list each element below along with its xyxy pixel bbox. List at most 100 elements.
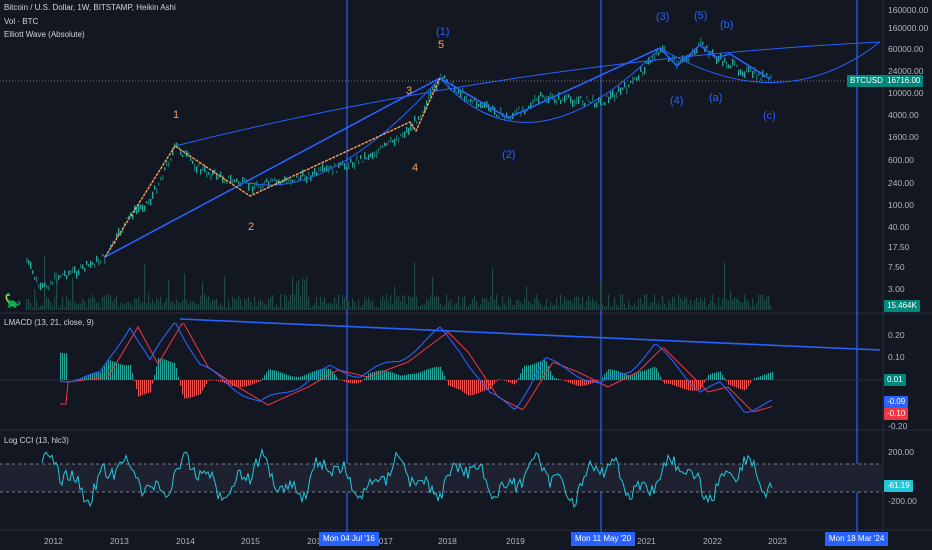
cci-legend[interactable]: Log CCI (13, hlc3) bbox=[4, 436, 69, 445]
macd-hist-bar bbox=[394, 373, 396, 380]
volume-bar bbox=[644, 294, 646, 310]
orange-wave-lines[interactable] bbox=[104, 77, 441, 258]
macd-hist-bar bbox=[590, 380, 592, 384]
chart-title[interactable]: Bitcoin / U.S. Dollar, 1W, BITSTAMP, Hei… bbox=[4, 3, 176, 12]
price-candle bbox=[490, 108, 492, 113]
blue-wave-lines[interactable] bbox=[104, 43, 771, 258]
upper-trendline[interactable] bbox=[174, 41, 881, 147]
cup-curve-3[interactable] bbox=[659, 41, 881, 83]
macd-hist-bar bbox=[388, 371, 390, 380]
price-axis[interactable]: 160000.00 160000.00 60000.00 24000.00 10… bbox=[888, 5, 928, 294]
volume-bar bbox=[524, 298, 526, 310]
volume-bar bbox=[740, 302, 742, 310]
price-candle bbox=[636, 77, 638, 81]
volume-legend[interactable]: Vol · BTC bbox=[4, 17, 39, 26]
time-axis[interactable]: 2012 2013 2014 2015 201 2017 2018 2019 2… bbox=[44, 536, 787, 546]
price-candle bbox=[230, 174, 232, 183]
volume-bar bbox=[648, 306, 650, 310]
price-series bbox=[26, 37, 772, 291]
price-candle bbox=[754, 66, 756, 74]
price-candle bbox=[350, 158, 352, 163]
macd-hist-bar bbox=[434, 367, 436, 380]
price-candle bbox=[194, 163, 196, 172]
macd-hist-bar bbox=[102, 369, 104, 380]
volume-bar bbox=[152, 299, 154, 310]
macd-hist-bar bbox=[244, 380, 246, 387]
macd-hist-bar bbox=[524, 365, 526, 380]
volume-bar bbox=[122, 304, 124, 310]
macd-hist-bar bbox=[428, 368, 430, 380]
price-candle bbox=[50, 280, 52, 285]
cup-curve-2[interactable] bbox=[439, 47, 661, 123]
volume-bar bbox=[764, 299, 766, 310]
macd-hist-bar bbox=[234, 380, 236, 387]
price-candle bbox=[750, 67, 752, 72]
macd-line bbox=[59, 322, 773, 414]
price-candle bbox=[84, 268, 86, 272]
price-candle bbox=[644, 66, 646, 75]
price-candle bbox=[128, 215, 130, 218]
volume-bar bbox=[154, 303, 156, 310]
price-candle bbox=[492, 105, 494, 111]
cup-curve-1[interactable] bbox=[249, 77, 441, 186]
volume-bar bbox=[730, 291, 732, 310]
price-candle bbox=[162, 175, 164, 181]
volume-bar bbox=[714, 302, 716, 310]
price-candle bbox=[32, 270, 34, 275]
volume-bar bbox=[712, 294, 714, 310]
volume-bar bbox=[630, 305, 632, 310]
macd-hist-bar bbox=[556, 378, 558, 380]
macd-hist-bar bbox=[672, 380, 674, 385]
price-candle bbox=[396, 135, 398, 142]
price-candle bbox=[260, 185, 262, 192]
price-candle bbox=[424, 105, 426, 113]
macd-trendline[interactable] bbox=[179, 318, 881, 351]
volume-bar bbox=[164, 302, 166, 310]
macd-hist-bar bbox=[652, 367, 654, 380]
price-candle bbox=[716, 56, 718, 65]
last-price-tag: 16716.00 bbox=[884, 75, 924, 87]
price-candle bbox=[180, 150, 182, 156]
tradingview-logo-icon[interactable]: 🦕 bbox=[4, 292, 22, 308]
price-candle bbox=[544, 96, 546, 103]
date-tag-2024[interactable]: Mon 18 Mar '24 bbox=[825, 532, 889, 546]
price-candle bbox=[480, 101, 482, 109]
price-candle bbox=[522, 105, 524, 113]
volume-bar bbox=[542, 307, 544, 310]
price-candle bbox=[38, 283, 40, 289]
price-candle bbox=[296, 175, 298, 178]
wave-label-5: 5 bbox=[438, 39, 444, 51]
macd-hist-bar bbox=[648, 368, 650, 380]
volume-bar bbox=[42, 305, 44, 310]
date-tag-2016[interactable]: Mon 04 Jul '16 bbox=[319, 532, 379, 546]
volume-bar bbox=[544, 305, 546, 310]
macd-hist-bar bbox=[328, 368, 330, 380]
date-tag-2020[interactable]: Mon 11 May '20 bbox=[571, 532, 636, 546]
volume-bar bbox=[26, 299, 28, 310]
price-candle bbox=[144, 205, 146, 212]
macd-hist-bar bbox=[250, 380, 252, 386]
macd-legend[interactable]: LMACD (13, 21, close, 9) bbox=[4, 318, 94, 327]
macd-hist-bar bbox=[578, 380, 580, 386]
macd-hist-bar bbox=[118, 363, 120, 380]
macd-hist-bar bbox=[546, 361, 548, 380]
macd-hist-bar bbox=[506, 380, 508, 382]
price-candle bbox=[248, 182, 250, 191]
macd-hist-bar bbox=[726, 380, 728, 382]
macd-hist-bar bbox=[178, 376, 180, 380]
volume-bar bbox=[346, 299, 348, 310]
price-candle bbox=[748, 66, 750, 73]
volume-bar bbox=[98, 301, 100, 310]
price-candle bbox=[54, 272, 56, 280]
price-candle bbox=[500, 106, 502, 114]
volume-bar bbox=[220, 303, 222, 310]
price-candle bbox=[664, 45, 666, 53]
macd-hist-bar bbox=[518, 378, 520, 380]
volume-bar bbox=[86, 307, 88, 310]
macd-hist-bar bbox=[294, 376, 296, 380]
volume-bar bbox=[264, 303, 266, 310]
elliott-legend[interactable]: Elliott Wave (Absolute) bbox=[4, 30, 85, 39]
macd-hist-bar bbox=[86, 375, 88, 380]
price-candle bbox=[90, 260, 92, 269]
